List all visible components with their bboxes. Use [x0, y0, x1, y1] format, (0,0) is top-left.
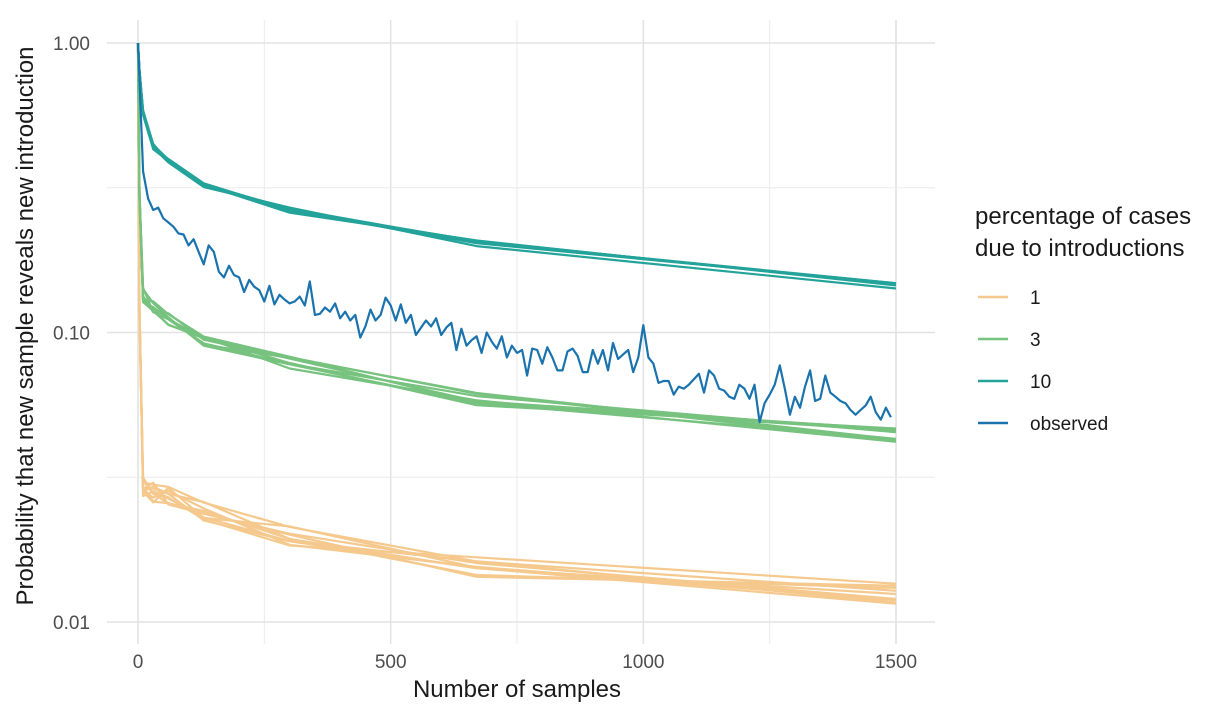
- y-tick-label: 1.00: [53, 34, 90, 55]
- series-line-3: [136, 42, 897, 431]
- y-tick-label: 0.01: [53, 613, 90, 634]
- y-tick-label: 0.10: [53, 324, 90, 345]
- series-lines: [136, 42, 897, 605]
- legend-label-3: 3: [1030, 330, 1041, 351]
- legend-label-observed: observed: [1030, 414, 1108, 435]
- x-axis-title: Number of samples: [413, 676, 621, 702]
- y-axis-title: Probability that new sample reveals new …: [12, 47, 39, 606]
- x-tick-label: 1500: [875, 652, 917, 673]
- legend: percentage of cases due to introductions…: [975, 203, 1191, 435]
- series-observed: [136, 42, 892, 424]
- series-3: [136, 42, 897, 443]
- series-line-1: [136, 42, 897, 592]
- legend-label-1: 1: [1030, 288, 1041, 309]
- series-1: [136, 42, 897, 605]
- series-line-observed: [136, 42, 892, 424]
- grid: [107, 20, 935, 644]
- x-tick-label: 1000: [622, 652, 664, 673]
- axis-ticks: 0 500 1000 1500 0.01 0.10 1.00: [53, 34, 917, 673]
- x-tick-label: 500: [375, 652, 407, 673]
- legend-title-line-2: due to introductions: [975, 235, 1184, 262]
- x-tick-label: 0: [133, 652, 144, 673]
- legend-label-10: 10: [1030, 372, 1051, 393]
- legend-title-line-1: percentage of cases: [975, 203, 1191, 230]
- legend-entries: 1 3 10 observed: [978, 288, 1108, 435]
